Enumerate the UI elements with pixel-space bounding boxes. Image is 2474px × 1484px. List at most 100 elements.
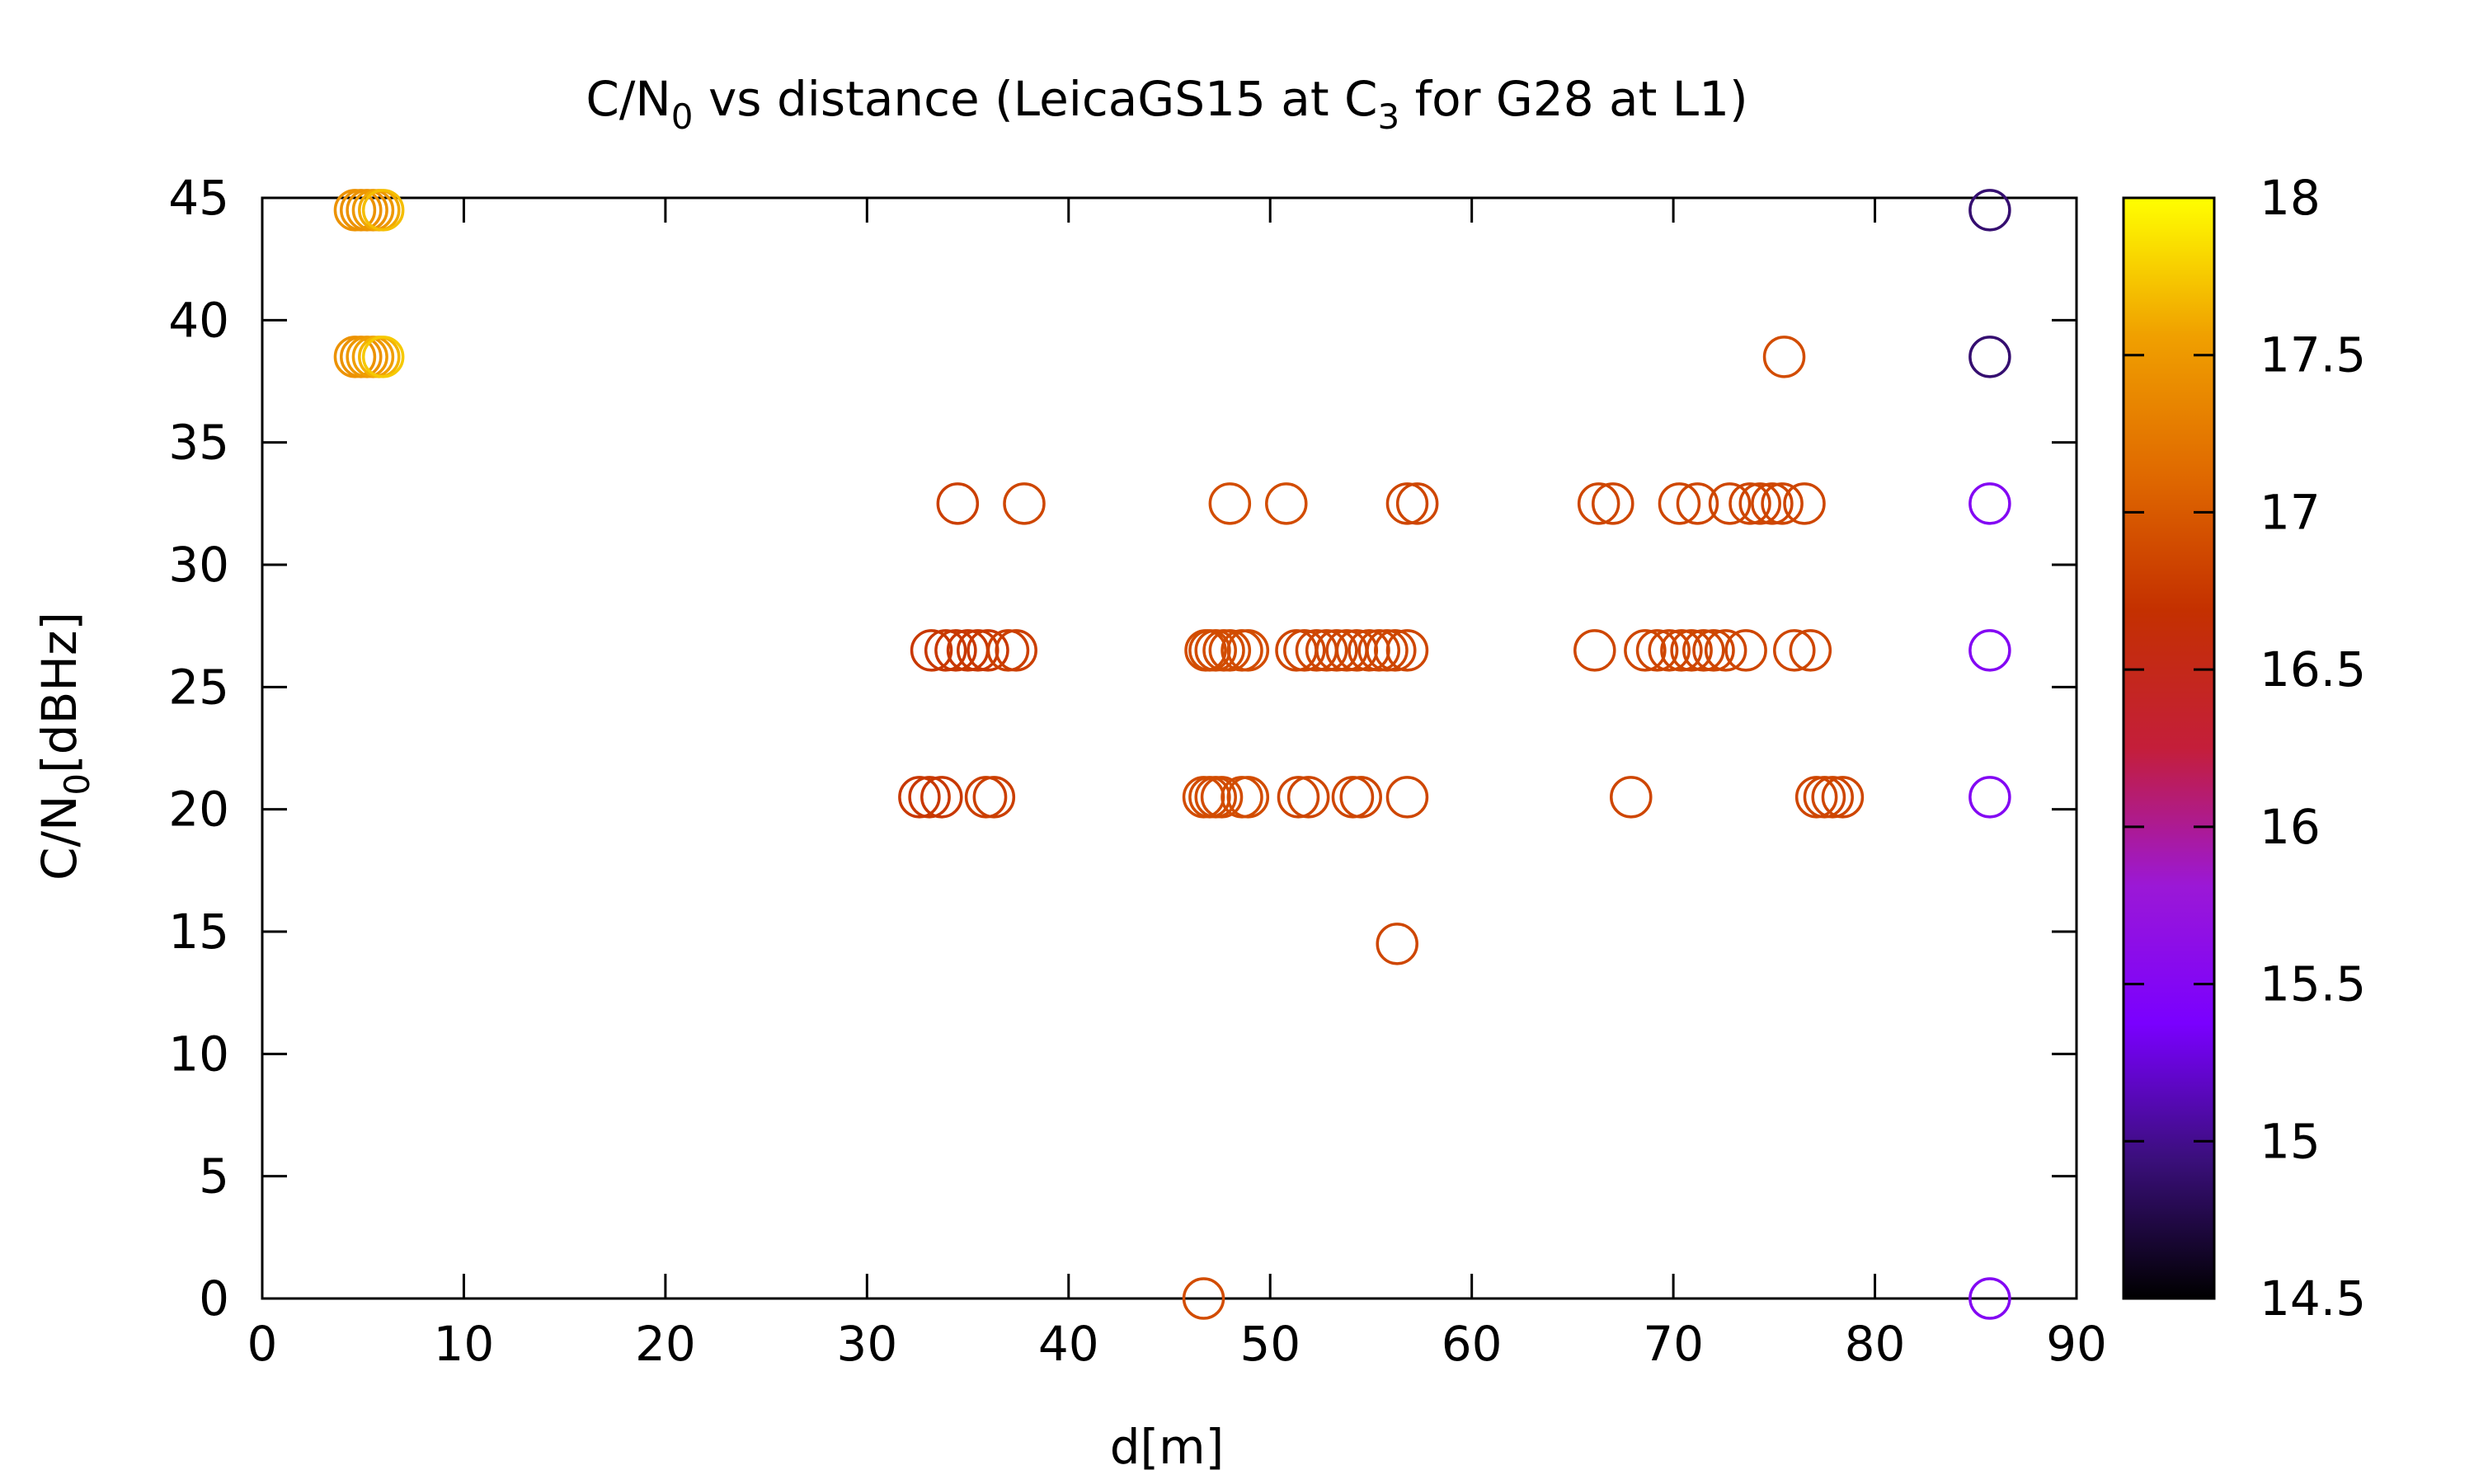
data-point: [1761, 482, 1804, 525]
data-point: [1968, 776, 2011, 819]
data-point: [1182, 1277, 1225, 1320]
colorbar-tick-label: 17: [2260, 484, 2321, 540]
data-point: [964, 776, 1008, 819]
x-tick-label: 20: [635, 1316, 696, 1372]
data-point: [1660, 629, 1703, 672]
data-point: [910, 629, 953, 672]
data-point: [1592, 482, 1634, 525]
colorbar-tick-label: 18: [2260, 170, 2321, 226]
colorbar-tick-label: 17.5: [2260, 327, 2366, 383]
y-axis-label-rest: [dBHz]: [31, 612, 87, 773]
data-point: [1315, 629, 1358, 672]
data-point: [1751, 482, 1794, 525]
x-tick-label: 0: [247, 1316, 278, 1372]
data-point: [1194, 629, 1237, 672]
data-points: [333, 189, 2011, 1320]
data-point: [1385, 482, 1429, 525]
data-point: [967, 629, 1009, 672]
data-point: [1286, 776, 1330, 819]
x-tick-label: 30: [836, 1316, 897, 1372]
data-point: [1226, 629, 1270, 672]
y-tick-label: 0: [199, 1270, 229, 1327]
data-point: [1208, 482, 1252, 525]
data-point: [898, 776, 941, 819]
data-point: [1283, 629, 1326, 672]
data-point: [1357, 629, 1400, 672]
data-point: [1724, 629, 1767, 672]
data-point: [1794, 776, 1838, 819]
x-axis-label: d[m]: [1110, 1419, 1225, 1475]
data-point: [1610, 776, 1653, 819]
data-point: [1184, 629, 1227, 672]
data-point: [1670, 629, 1713, 672]
y-tick-label: 35: [168, 415, 229, 471]
data-point: [1366, 629, 1409, 672]
data-point: [936, 482, 980, 525]
colorbar-frame: [2122, 196, 2216, 1300]
data-point: [1339, 776, 1382, 819]
x-tick-label: 90: [2046, 1316, 2107, 1372]
chart-title-sub2: 3: [1378, 96, 1400, 137]
x-tick-label: 50: [1239, 1316, 1300, 1372]
colorbar-tick-label: 16: [2260, 799, 2321, 855]
y-tick-label: 40: [168, 292, 229, 348]
data-point: [1676, 482, 1719, 525]
data-point: [361, 189, 405, 232]
data-point: [1200, 776, 1244, 819]
data-point: [1374, 629, 1417, 672]
data-point: [995, 629, 1037, 672]
data-point: [1692, 629, 1735, 672]
x-tick-label: 10: [434, 1316, 495, 1372]
data-point: [1968, 482, 2011, 525]
y-tick-label: 45: [168, 170, 229, 226]
data-point: [1376, 923, 1418, 965]
data-point: [1968, 629, 2011, 672]
data-point: [908, 776, 951, 819]
data-point: [1265, 482, 1308, 525]
data-point: [1277, 776, 1320, 819]
y-axis-label-sub: 0: [57, 773, 97, 796]
y-tick-label: 25: [168, 659, 229, 715]
data-point: [1577, 482, 1620, 525]
data-point: [1968, 336, 2011, 378]
colorbar-tick-label: 14.5: [2260, 1270, 2366, 1327]
y-tick-label: 15: [168, 904, 229, 960]
x-axis: 0 10 20 30 40 50 60 70 80 90: [247, 198, 2107, 1372]
chart-title: C/N0 vs distance (LeicaGS15 at C3 for G2…: [586, 71, 1747, 137]
data-point: [1624, 629, 1667, 672]
data-point: [1729, 482, 1771, 525]
colorbar-tick-label: 15.5: [2260, 956, 2366, 1012]
plot-area: [261, 196, 2078, 1300]
colorbar: 14.5 15 15.5 16 16.5 17 17.5 18: [2122, 170, 2366, 1327]
y-axis-label: C/N0[dBHz]: [31, 612, 97, 881]
y-axis-label-main: C/N: [31, 796, 87, 881]
data-point: [972, 776, 1016, 819]
y-tick-label: 10: [168, 1026, 229, 1082]
colorbar-tick-label: 16.5: [2260, 641, 2366, 697]
x-tick-label: 80: [1845, 1316, 1906, 1372]
chart-title-rest: vs distance (LeicaGS15 at C: [694, 71, 1378, 127]
x-tick-label: 70: [1643, 1316, 1704, 1372]
data-point: [1968, 1277, 2011, 1320]
data-point: [1395, 482, 1439, 525]
chart-title-rest2: for G28 at L1): [1399, 71, 1747, 127]
data-point: [1003, 482, 1046, 525]
x-tick-label: 40: [1038, 1316, 1099, 1372]
data-point: [934, 629, 977, 672]
data-point: [1708, 482, 1752, 525]
data-point: [920, 776, 963, 819]
data-point: [1968, 189, 2011, 232]
colorbar-gradient: [2124, 198, 2214, 1298]
data-point: [1226, 776, 1270, 819]
data-point: [1773, 629, 1816, 672]
data-point: [1648, 629, 1691, 672]
x-tick-label: 60: [1442, 1316, 1503, 1372]
data-point: [1811, 776, 1854, 819]
y-tick-label: 20: [168, 782, 229, 838]
data-point: [1803, 776, 1846, 819]
data-point: [1635, 629, 1679, 672]
data-point: [1573, 629, 1616, 672]
data-point: [1682, 629, 1725, 672]
data-point: [1762, 336, 1806, 378]
